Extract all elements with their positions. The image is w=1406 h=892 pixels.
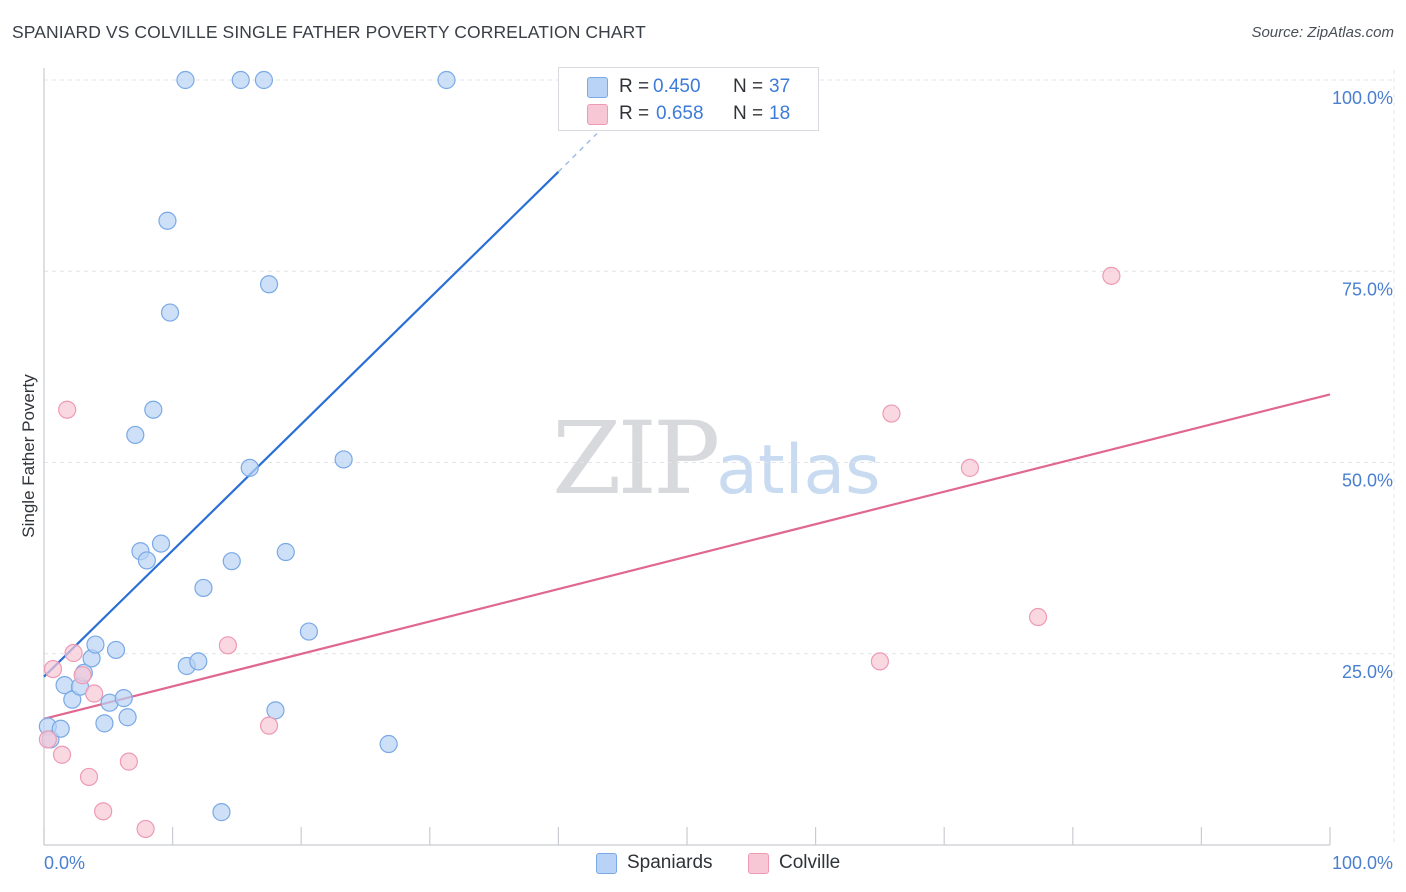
correlation-legend: R = 0.450 N = 37 R = 0.658 N = 18 [558, 67, 819, 131]
spaniards-point [126, 425, 145, 445]
r-label: R = [619, 76, 650, 97]
spaniards-point [114, 689, 133, 708]
spaniards-point [276, 542, 295, 562]
colville-point [58, 400, 77, 419]
spaniards-label: Spaniards [627, 852, 713, 873]
data-points [38, 70, 1121, 839]
axes [43, 68, 1331, 846]
x-tick-label: 100.0% [1332, 853, 1393, 873]
colville-point [64, 643, 83, 663]
spaniards-point [95, 714, 114, 733]
spaniards-point [189, 652, 208, 671]
colville-point [259, 716, 279, 735]
colville-point [136, 819, 155, 839]
colville-point [52, 745, 72, 764]
spaniards-point [240, 458, 259, 477]
spaniards-point [160, 303, 180, 322]
r-label: R = [619, 103, 650, 124]
spaniards-trend-line [43, 171, 560, 678]
spaniards-point [118, 708, 137, 727]
spaniards-point [194, 578, 213, 598]
colville-point [94, 802, 113, 821]
colville-label: Colville [779, 852, 841, 873]
spaniards-point [151, 534, 171, 553]
spaniards-point [299, 622, 319, 641]
spaniards-point [259, 275, 279, 294]
spaniards-point [334, 450, 353, 469]
spaniards-point [137, 551, 156, 570]
colville-point [870, 652, 890, 671]
watermark-atlas: atlas [716, 431, 881, 510]
r-value: 0.658 [656, 103, 704, 124]
zipatlas-watermark: ZIPatlas [552, 400, 881, 517]
colville-point [218, 636, 237, 655]
spaniards-point [158, 211, 177, 230]
colville-point [43, 659, 63, 679]
colville-swatch [587, 104, 608, 125]
colville-point [1102, 266, 1121, 285]
colville-swatch [748, 853, 769, 874]
n-value: 18 [769, 103, 791, 124]
colville-point [882, 404, 901, 423]
colville-point [960, 458, 980, 477]
y-tick-label: 25.0% [1342, 662, 1393, 682]
watermark-zip: ZIP [552, 400, 720, 517]
gridlines [44, 70, 1395, 845]
n-label: N = [733, 103, 764, 124]
spaniards-trend-extension [557, 133, 598, 173]
y-tick-label: 100.0% [1332, 88, 1393, 108]
spaniards-point [379, 734, 398, 754]
spaniards-point [437, 70, 456, 90]
colville-point [73, 666, 92, 685]
y-tick-label: 75.0% [1342, 279, 1393, 299]
spaniards-point [266, 701, 285, 720]
spaniards-swatch [596, 853, 617, 874]
colville-point [38, 730, 57, 749]
spaniards-point [176, 70, 195, 90]
colville-point [119, 752, 138, 771]
spaniards-point [106, 640, 126, 660]
spaniards-point [86, 635, 105, 654]
colville-point [1028, 607, 1048, 627]
r-value: 0.450 [653, 76, 701, 97]
colville-trend-line [43, 393, 1331, 720]
colville-point [79, 767, 99, 787]
spaniards-point [222, 552, 241, 571]
y-axis-title: Single Father Poverty [19, 374, 38, 538]
spaniards-point [212, 803, 231, 822]
n-label: N = [733, 76, 764, 97]
spaniards-swatch [587, 77, 608, 98]
n-value: 37 [769, 76, 791, 97]
colville-point [85, 684, 104, 703]
chart-title: SPANIARD VS COLVILLE SINGLE FATHER POVER… [12, 22, 646, 42]
spaniards-point [231, 70, 250, 90]
trend-lines [43, 133, 1331, 720]
spaniards-point [144, 400, 163, 419]
y-tick-label: 50.0% [1342, 471, 1393, 491]
x-tick-label: 0.0% [44, 853, 85, 873]
spaniards-point [254, 70, 274, 90]
spaniards-point [51, 719, 70, 738]
source-credit: Source: ZipAtlas.com [1251, 24, 1394, 41]
tick-labels: 25.0% 50.0% 75.0% 100.0% 0.0% 100.0% [44, 88, 1393, 873]
